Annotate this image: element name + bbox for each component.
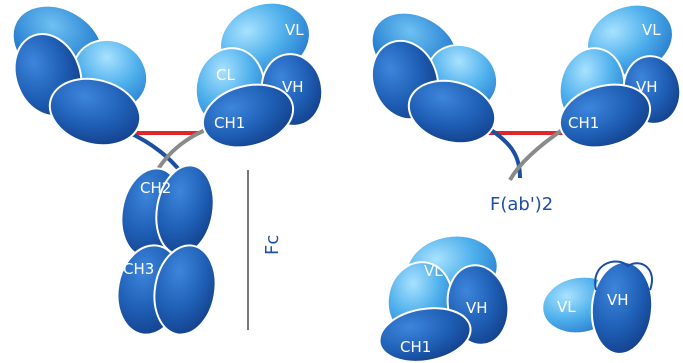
fab2-label-vl: VL (642, 21, 661, 39)
fab2-fragment: VL VH CH1 F(ab')2 (370, 3, 682, 215)
fab2-right-ch1 (558, 83, 652, 149)
cl-domain (48, 77, 142, 147)
ch1-domain-right (201, 83, 295, 149)
scfv-linker (594, 260, 653, 291)
label-vh: VH (282, 78, 304, 96)
label-fc: Fc (262, 235, 283, 255)
left-fab-arm (11, 4, 149, 147)
fab-fragment: VL VH CH1 (378, 234, 510, 363)
label-cl: CL (216, 66, 235, 84)
scfv-label-vl: VL (557, 298, 576, 316)
scfv-vh-domain (590, 261, 654, 355)
fab-label-vh: VH (466, 299, 488, 317)
ch3-domain-right (153, 244, 217, 336)
label-ch2: CH2 (140, 179, 171, 197)
fab2-label-vh: VH (636, 78, 658, 96)
fab-label-ch1: CH1 (400, 338, 431, 356)
fab2-hinge-blue (486, 126, 522, 179)
scfv-fragment: VL VH (541, 260, 654, 355)
label-ch1: CH1 (214, 114, 245, 132)
label-vl: VL (285, 21, 304, 39)
fab-label-vl: VL (424, 262, 443, 280)
fab2-right-arm: VL VH CH1 (558, 3, 682, 149)
fab-ch1-domain (378, 307, 472, 363)
label-fab2: F(ab')2 (490, 194, 553, 215)
scfv-label-vh: VH (607, 291, 629, 309)
fc-region: CH2 CH3 (116, 164, 217, 336)
fab2-label-ch1: CH1 (568, 114, 599, 132)
igg-antibody: VL CL VH CH1 CH2 CH3 Fc (11, 1, 324, 336)
fab2-hinge-gray (508, 126, 567, 182)
label-ch3: CH3 (123, 260, 154, 278)
fab2-left-domain-4 (407, 79, 497, 145)
right-fab-arm: VL CL VH CH1 (194, 1, 324, 149)
fab2-left-arm (370, 11, 499, 145)
